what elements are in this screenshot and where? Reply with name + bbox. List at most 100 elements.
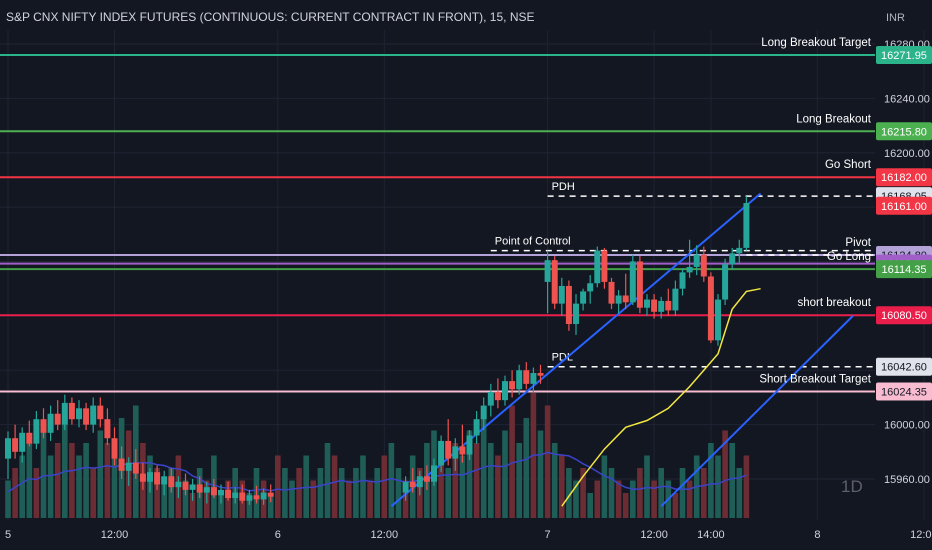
- candle-body: [636, 261, 643, 308]
- candle-body: [608, 281, 615, 304]
- volume-bar: [679, 468, 686, 518]
- candle-body: [487, 392, 494, 406]
- volume-bar: [218, 493, 224, 518]
- candle-body: [693, 254, 700, 267]
- candle-body: [558, 285, 565, 304]
- candle-body: [445, 440, 452, 459]
- candle-body: [707, 276, 714, 341]
- volume-bar: [438, 455, 444, 518]
- candle-body: [473, 419, 480, 436]
- volume-bar: [310, 480, 317, 518]
- candle-body: [466, 435, 473, 455]
- level-price-badge-bg: [876, 260, 932, 279]
- candle-body: [544, 260, 551, 282]
- volume-bar: [26, 443, 33, 518]
- y-tick-label: 16240.00: [884, 93, 930, 105]
- volume-bar: [551, 443, 558, 518]
- candle-body: [33, 419, 40, 444]
- volume-bar: [630, 480, 636, 518]
- x-tick-label: 8: [814, 529, 820, 541]
- volume-bar: [104, 443, 111, 518]
- y-tick-label: 16200.00: [884, 148, 930, 160]
- volume-bar: [502, 430, 508, 518]
- volume-bar: [594, 480, 601, 518]
- dashed-level-label: Point of Control: [495, 236, 571, 248]
- candle-body: [232, 492, 239, 499]
- volume-bar: [324, 443, 331, 518]
- candle-body: [196, 484, 203, 493]
- candle-body: [629, 261, 636, 303]
- volume-bar: [701, 468, 707, 518]
- volume-bar: [622, 493, 629, 518]
- x-tick-label: 12:00: [371, 529, 399, 541]
- volume-bar: [346, 480, 352, 518]
- volume-bar: [637, 468, 643, 518]
- price-axis[interactable]: 16280.0016240.0016200.0016160.0016120.00…: [876, 39, 932, 486]
- candle-body: [573, 303, 579, 325]
- volume-bar: [715, 455, 721, 518]
- volume-bar: [97, 430, 104, 518]
- volume-bar: [296, 468, 302, 518]
- volume-bar: [516, 443, 522, 518]
- volume-bar: [374, 468, 380, 518]
- interval-badge[interactable]: 1D: [841, 477, 863, 496]
- candle-body: [210, 487, 217, 496]
- candle-body: [203, 487, 210, 493]
- volume-bar: [282, 468, 288, 518]
- volume-bar: [83, 443, 89, 518]
- volume-bar: [544, 405, 551, 518]
- volume-bar: [722, 430, 728, 518]
- volume-bar: [40, 430, 47, 518]
- candle-body: [565, 285, 572, 325]
- volume-bar: [381, 455, 388, 518]
- candle-body: [502, 381, 508, 401]
- level-price-badge: 16024.35: [881, 387, 927, 399]
- candle-body: [551, 260, 558, 304]
- candle-body: [402, 481, 409, 493]
- candle-body: [218, 489, 224, 496]
- volume-bar: [473, 443, 480, 518]
- level-label: Go Short: [825, 159, 872, 171]
- candle-body: [111, 438, 118, 459]
- level-label: Short Breakout Target: [759, 374, 871, 386]
- volume-bar: [523, 418, 530, 518]
- currency-label: INR: [886, 12, 905, 24]
- time-axis[interactable]: 5 12:00 6 12:00 7 12:00 14:00 8 12:00: [5, 529, 932, 541]
- candle-body: [658, 300, 665, 312]
- x-tick-label: 12:00: [910, 529, 932, 541]
- current-price-badge-bg: [876, 196, 932, 215]
- candle-body: [26, 432, 33, 444]
- candle-body: [267, 492, 274, 497]
- candle-body: [90, 405, 97, 425]
- volume-bar: [154, 468, 160, 518]
- trendline[interactable]: [660, 315, 854, 507]
- candle-body: [537, 372, 544, 376]
- candle-body: [182, 481, 189, 490]
- candle-body: [76, 408, 82, 420]
- candle-body: [516, 370, 523, 390]
- volume-bar: [608, 468, 615, 518]
- level-price-badge: 16215.80: [881, 126, 927, 138]
- candle-body: [438, 440, 445, 466]
- x-tick-label: 12:00: [640, 529, 668, 541]
- volume-bar: [686, 480, 693, 518]
- volume-bar: [651, 480, 657, 518]
- volume-bar: [47, 455, 54, 518]
- vwap-polyline: [561, 287, 761, 507]
- volume-bar: [729, 443, 735, 518]
- volume-bar: [33, 468, 40, 518]
- volume-bar: [275, 455, 281, 518]
- volume-bar: [452, 443, 459, 518]
- x-tick-label: 6: [275, 529, 281, 541]
- volume-bar: [658, 468, 664, 518]
- candle-body: [239, 492, 246, 501]
- volume-bar: [509, 405, 515, 518]
- volume-bar: [615, 480, 622, 518]
- volume-bar: [559, 455, 565, 518]
- level-price-badge-bg: [876, 306, 932, 325]
- volume-bar: [587, 493, 593, 518]
- dashed-level-label: PDL: [552, 352, 573, 364]
